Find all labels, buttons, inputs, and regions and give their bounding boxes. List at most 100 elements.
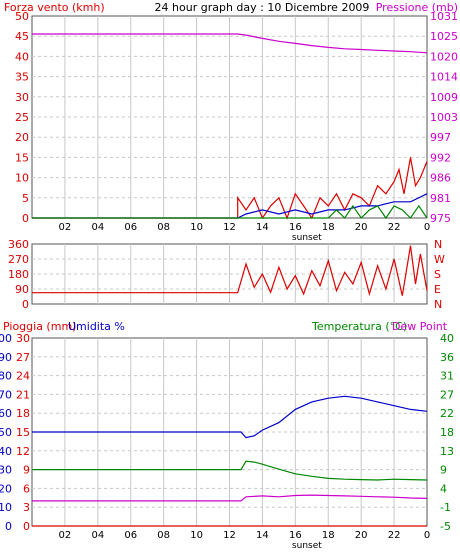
rain-humidity-temperature-panel: 0102030405060708090100036912151821242730…: [0, 332, 454, 551]
y-tick-label: 100: [0, 332, 12, 345]
x-tick-label: 04: [91, 222, 104, 233]
y-tick-label: 360: [8, 238, 29, 251]
pressure-axis-title: Pressione (mb): [376, 1, 458, 14]
sunset-label: sunset: [292, 233, 322, 243]
y-tick-label: 1020: [430, 50, 458, 63]
y-tick-label: 60: [0, 407, 12, 420]
y-tick-label: 30: [16, 332, 30, 345]
y-tick-label: 6: [23, 482, 30, 495]
x-tick-label: 20: [355, 222, 368, 233]
y-tick-label: 24: [16, 370, 30, 383]
x-tick-label: 08: [157, 222, 170, 233]
y-tick-label: 20: [0, 482, 12, 495]
y-tick-label: 981: [430, 192, 451, 205]
y-tick-label: 45: [15, 30, 29, 43]
x-tick-label: 14: [256, 222, 269, 233]
y-tick-label: 9: [23, 464, 30, 477]
y-tick-label: 20: [15, 131, 29, 144]
y-tick-label: 15: [15, 151, 29, 164]
x-tick-label: 08: [157, 530, 170, 541]
y-tick-label: 70: [0, 388, 12, 401]
y-tick-label: 15: [16, 426, 30, 439]
x-tick-label: 0: [424, 222, 430, 233]
y-tick-label: 35: [15, 71, 29, 84]
chart-date-title: 24 hour graph day : 10 Dicembre 2009: [155, 1, 370, 14]
y-tick-label: 10: [0, 501, 12, 514]
y-tick-label: 18: [440, 426, 454, 439]
compass-tick-label: N: [434, 298, 442, 311]
humidity-axis-title: Umidita %: [68, 320, 125, 333]
sunset-label: sunset: [292, 541, 322, 551]
x-tick-label: 16: [289, 222, 302, 233]
x-tick-label: 06: [124, 222, 137, 233]
compass-tick-label: S: [434, 268, 441, 281]
y-tick-label: 270: [8, 253, 29, 266]
y-tick-label: 22: [440, 407, 454, 420]
y-tick-label: 18: [16, 407, 30, 420]
y-tick-label: 997: [430, 131, 451, 144]
series-line-green: [32, 204, 428, 220]
x-tick-label: 02: [59, 222, 72, 233]
y-tick-label: 4: [440, 482, 447, 495]
x-tick-label: 14: [256, 530, 269, 541]
series-line-gust: [32, 193, 428, 219]
series-line-temp: [32, 494, 428, 502]
series-line-wind: [32, 157, 428, 220]
x-tick-label: 12: [223, 530, 236, 541]
y-tick-label: 36: [440, 351, 454, 364]
y-tick-label: 90: [15, 283, 29, 296]
temperature-axis-title: Temperatura (°C): [311, 320, 407, 333]
y-tick-label: 1025: [430, 30, 458, 43]
y-tick-label: 27: [440, 388, 454, 401]
y-tick-label: 1003: [430, 111, 458, 124]
y-tick-label: 50: [0, 426, 12, 439]
y-tick-label: -5: [440, 520, 451, 533]
y-tick-label: 992: [430, 151, 451, 164]
compass-tick-label: W: [434, 253, 445, 266]
wind-pressure-panel: 0 5 10 15 20 25 30 35 40 45 50 975 981 986 992 997 1003 1…: [15, 10, 458, 243]
y-tick-label: 9: [440, 464, 447, 477]
y-tick-label: 31: [440, 370, 454, 383]
x-tick-label: 20: [355, 530, 368, 541]
y-tick-label: 1014: [430, 71, 458, 84]
y-tick-label: 3: [23, 501, 30, 514]
y-tick-label: 40: [440, 332, 454, 345]
y-tick-label: 986: [430, 172, 451, 185]
y-tick-label: 40: [0, 445, 12, 458]
x-tick-label: 02: [59, 530, 72, 541]
y-tick-label: 0: [22, 212, 29, 225]
x-tick-label: 06: [124, 530, 137, 541]
dew-point-axis-title: Dew Point: [392, 320, 448, 333]
x-tick-label: 10: [190, 222, 203, 233]
y-tick-label: 90: [0, 351, 12, 364]
y-tick-label: 5: [22, 192, 29, 205]
x-tick-label: 04: [91, 530, 104, 541]
y-tick-label: 27: [16, 351, 30, 364]
x-tick-label: 18: [322, 222, 335, 233]
y-tick-label: 13: [440, 445, 454, 458]
y-tick-label: 1031: [430, 10, 458, 23]
y-tick-label: 80: [0, 370, 12, 383]
x-tick-label: 10: [190, 530, 203, 541]
y-tick-label: 21: [16, 388, 30, 401]
rain-axis-title: Pioggia (mm): [3, 320, 76, 333]
series-line-humidity: [32, 395, 428, 439]
y-tick-label: 30: [0, 464, 12, 477]
y-tick-label: 50: [15, 10, 29, 23]
y-tick-label: 0: [22, 298, 29, 311]
y-tick-label: 0: [23, 520, 30, 533]
series-line-pressure: [32, 33, 428, 54]
x-tick-label: 22: [388, 222, 401, 233]
compass-tick-label: N: [434, 238, 442, 251]
y-tick-label: 30: [15, 91, 29, 104]
y-tick-label: 12: [16, 445, 30, 458]
series-line-temp: [32, 460, 428, 481]
y-tick-label: 25: [15, 111, 29, 124]
x-tick-label: 0: [424, 530, 430, 541]
y-tick-label: -1: [440, 501, 451, 514]
x-tick-label: 22: [388, 530, 401, 541]
y-tick-label: 180: [8, 268, 29, 281]
wind-speed-axis-title: Forza vento (kmh): [4, 1, 105, 14]
